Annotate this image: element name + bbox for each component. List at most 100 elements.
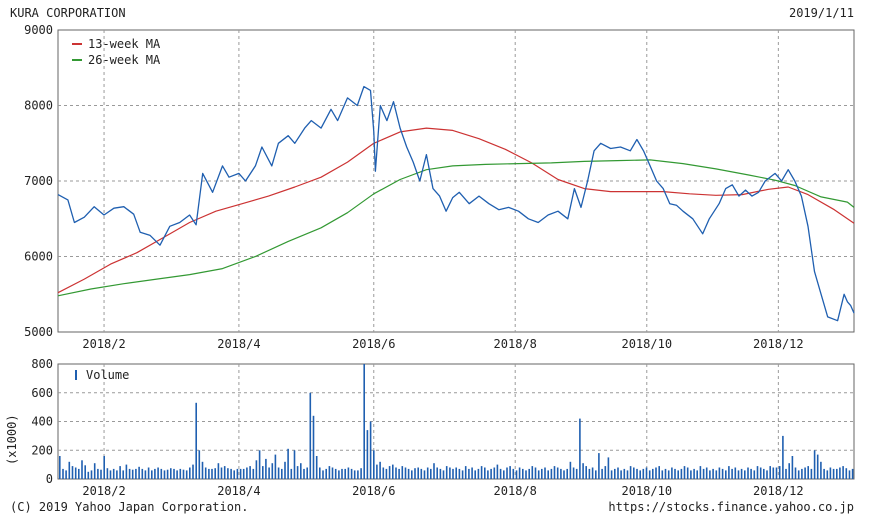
volume-bar xyxy=(97,468,99,479)
volume-bar xyxy=(601,468,603,479)
volume-bar xyxy=(686,467,689,479)
volume-bar xyxy=(642,468,645,479)
volume-bar xyxy=(794,467,797,479)
volume-bar xyxy=(353,470,356,479)
copyright-text: (C) 2019 Yahoo Japan Corporation. xyxy=(10,500,249,514)
volume-bar xyxy=(778,466,781,479)
volume-bar xyxy=(347,467,350,479)
volume-bar xyxy=(591,467,594,479)
volume-bar xyxy=(693,468,695,479)
volume-bar xyxy=(807,466,809,479)
source-url[interactable]: https://stocks.finance.yahoo.co.jp xyxy=(608,500,854,514)
volume-x-tick-label: 2018/4 xyxy=(217,484,260,498)
volume-bar xyxy=(785,468,787,479)
volume-bar xyxy=(636,468,638,479)
volume-bar xyxy=(763,468,765,479)
volume-bar xyxy=(366,430,369,479)
volume-y-axis-label: (x1000) xyxy=(5,414,19,465)
volume-bar xyxy=(436,467,438,479)
volume-bar xyxy=(756,466,759,479)
volume-bar xyxy=(198,450,201,480)
volume-bar xyxy=(575,468,578,479)
volume-bar xyxy=(274,454,277,479)
volume-bar xyxy=(797,470,800,479)
volume-bar xyxy=(100,469,102,479)
volume-bar xyxy=(290,468,293,479)
volume-bar xyxy=(157,467,159,479)
volume-bar xyxy=(728,466,730,479)
volume-bar xyxy=(563,470,565,479)
volume-bar xyxy=(503,470,505,479)
volume-bar xyxy=(810,468,813,479)
price-lines xyxy=(57,85,855,322)
volume-bar xyxy=(281,468,283,479)
volume-bar xyxy=(401,466,404,479)
volume-bar xyxy=(725,470,727,479)
volume-bar xyxy=(119,466,121,479)
volume-bar xyxy=(211,468,213,479)
volume-bar xyxy=(652,468,654,479)
volume-bar xyxy=(426,467,429,479)
volume-bar xyxy=(832,468,835,479)
volume-x-tick-label: 2018/2 xyxy=(82,484,125,498)
volume-bar xyxy=(712,468,714,479)
volume-bar xyxy=(496,464,499,479)
volume-bar xyxy=(509,466,511,479)
volume-bar xyxy=(255,460,258,479)
volume-bar xyxy=(731,468,733,479)
volume-bar xyxy=(106,468,109,479)
volume-bar xyxy=(59,456,61,479)
volume-bar xyxy=(839,467,841,479)
volume-bar xyxy=(341,468,343,479)
volume-bar xyxy=(373,450,375,480)
volume-bar xyxy=(553,466,556,479)
volume-bar xyxy=(90,470,93,479)
volume-bar xyxy=(705,467,708,479)
volume-bar xyxy=(750,468,752,479)
volume-bar xyxy=(487,470,489,479)
price-x-axis: 2018/2 2018/4 2018/6 2018/8 2018/10 2018/12 xyxy=(82,337,803,351)
volume-bar xyxy=(395,467,397,479)
volume-bars xyxy=(59,364,854,480)
volume-bar xyxy=(208,468,210,479)
volume-bar xyxy=(499,468,502,479)
volume-bar xyxy=(179,468,182,479)
volume-bar xyxy=(112,468,115,479)
volume-bar xyxy=(766,470,768,479)
volume-bar xyxy=(271,463,274,479)
volume-bar xyxy=(170,468,172,479)
volume-bar xyxy=(696,470,698,479)
volume-bar xyxy=(433,463,435,479)
volume-bar xyxy=(309,392,312,480)
volume-bar xyxy=(848,470,851,479)
volume-y-tick-label: 200 xyxy=(31,443,53,457)
volume-bar xyxy=(144,470,147,479)
volume-bar xyxy=(629,466,632,479)
volume-bar xyxy=(385,468,388,479)
price-legend: 13-week MA 26-week MA xyxy=(72,37,161,67)
volume-bar xyxy=(588,468,591,479)
volume-grid xyxy=(58,364,854,479)
volume-bar xyxy=(804,467,806,479)
volume-bar xyxy=(452,468,454,479)
volume-bar xyxy=(325,468,327,479)
price-y-tick-label: 8000 xyxy=(24,99,53,113)
volume-bar xyxy=(350,468,353,479)
volume-bar xyxy=(71,466,74,479)
volume-bar xyxy=(674,468,676,479)
volume-bar xyxy=(430,468,432,479)
volume-bar xyxy=(442,470,445,479)
volume-bar xyxy=(62,468,64,479)
volume-bar xyxy=(775,467,778,479)
volume-bar xyxy=(227,468,229,479)
volume-bar xyxy=(300,463,302,479)
volume-bar xyxy=(468,468,470,479)
volume-bar xyxy=(753,470,756,479)
volume-x-tick-label: 2018/10 xyxy=(621,484,672,498)
volume-bar xyxy=(480,466,483,479)
volume-bar xyxy=(484,467,486,479)
volume-y-axis: 0 200 400 600 800 xyxy=(31,357,53,486)
volume-bar xyxy=(138,466,140,479)
volume-y-tick-label: 800 xyxy=(31,357,53,371)
